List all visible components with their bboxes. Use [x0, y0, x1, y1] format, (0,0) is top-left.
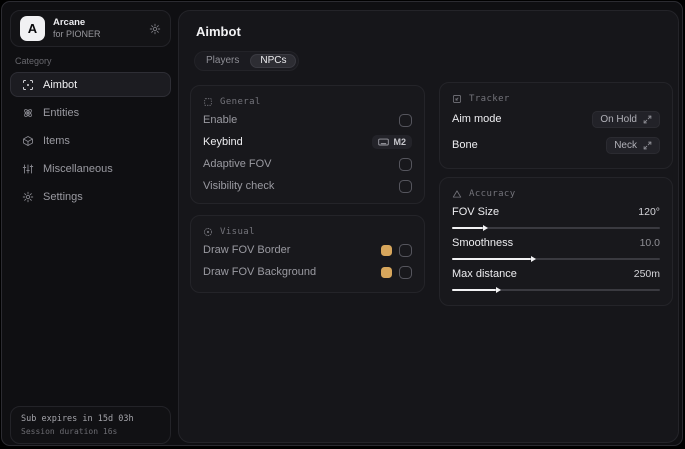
section-title: Visual [220, 227, 255, 237]
draw-fov-border-checkbox[interactable] [399, 243, 412, 257]
triangle-icon [452, 189, 462, 199]
sidebar-item-miscellaneous[interactable]: Miscellaneous [10, 156, 171, 181]
draw-fov-background-label: Draw FOV Background [203, 266, 317, 278]
bone-select[interactable]: Neck [606, 136, 660, 154]
bone-label: Bone [452, 139, 478, 151]
max-distance-label: Max distance [452, 268, 517, 280]
slider-fill [452, 257, 532, 260]
sidebar-item-items[interactable]: Items [10, 128, 171, 153]
smoothness-group: Smoothness 10.0 [452, 234, 660, 262]
keybind-label: Keybind [203, 136, 243, 148]
keyboard-icon [378, 138, 390, 146]
smoothness-label: Smoothness [452, 237, 514, 249]
keybind-button[interactable]: M2 [372, 135, 412, 149]
general-card: General Enable Keybind M2 [190, 85, 425, 204]
slider-fill [452, 288, 496, 291]
max-distance-slider[interactable] [452, 286, 660, 293]
smoothness-value: 10.0 [639, 237, 660, 249]
aim-mode-select[interactable]: On Hold [592, 110, 660, 128]
draw-fov-border-label: Draw FOV Border [203, 244, 291, 256]
box-arrow-icon [452, 94, 462, 104]
page-title: Aimbot [196, 24, 241, 39]
enable-checkbox[interactable] [399, 113, 412, 127]
app-name: Arcane [53, 16, 86, 28]
slider-fill [452, 226, 484, 229]
enable-label: Enable [203, 114, 238, 126]
tab-npcs[interactable]: NPCs [250, 54, 297, 68]
max-distance-value: 250m [633, 268, 660, 280]
sidebar-nav: Aimbot Entities Items [10, 72, 171, 212]
fov-background-color-swatch[interactable] [381, 266, 392, 278]
app-subtitle: for PIONER [53, 29, 101, 40]
main-panel: Aimbot Players NPCs General Enable Keybi… [178, 10, 679, 443]
fov-size-slider[interactable] [452, 224, 660, 231]
fov-border-color-swatch[interactable] [381, 244, 392, 256]
visibility-check-checkbox[interactable] [399, 179, 412, 193]
sidebar-item-label: Items [43, 134, 70, 147]
tracker-card: Tracker Aim mode On Hold Bone Neck [439, 82, 673, 169]
sliders-icon [22, 163, 34, 175]
expand-diagonal-icon [643, 115, 652, 124]
sidebar-item-label: Entities [43, 106, 80, 119]
adaptive-fov-checkbox[interactable] [399, 157, 412, 171]
max-distance-group: Max distance 250m [452, 265, 660, 293]
bone-value: Neck [614, 139, 637, 151]
box-icon [22, 135, 34, 147]
smoothness-slider[interactable] [452, 255, 660, 262]
expand-diagonal-icon [643, 141, 652, 150]
fov-size-value: 120° [638, 206, 660, 218]
section-title: Tracker [469, 94, 510, 104]
crosshair-scan-icon [22, 79, 34, 91]
adaptive-fov-label: Adaptive FOV [203, 158, 272, 170]
draw-fov-background-checkbox[interactable] [399, 265, 412, 279]
sidebar-item-label: Miscellaneous [43, 162, 113, 175]
sub-expiry-text: Sub expires in 15d 03h [21, 414, 134, 424]
sidebar-item-settings[interactable]: Settings [10, 184, 171, 209]
tab-players[interactable]: Players [206, 55, 240, 66]
aim-mode-label: Aim mode [452, 113, 502, 125]
subscription-card: Sub expires in 15d 03h Session duration … [10, 406, 171, 444]
gear-icon [22, 191, 34, 203]
session-duration-text: Session duration 16s [21, 427, 118, 436]
fov-size-group: FOV Size 120° [452, 203, 660, 231]
app-header-card: A Arcane for PIONER [10, 10, 171, 47]
keybind-value: M2 [393, 137, 406, 147]
section-title: Accuracy [469, 189, 516, 199]
accuracy-card: Accuracy FOV Size 120° Smoothness 10.0 [439, 177, 673, 306]
aperture-icon [203, 227, 213, 237]
visibility-check-label: Visibility check [203, 180, 275, 192]
sidebar-item-entities[interactable]: Entities [10, 100, 171, 125]
aim-mode-value: On Hold [600, 113, 637, 125]
target-tabs: Players NPCs [194, 51, 300, 71]
sidebar-item-label: Aimbot [43, 78, 78, 91]
visual-card: Visual Draw FOV Border Draw FOV Backgrou… [190, 215, 425, 293]
sidebar-item-aimbot[interactable]: Aimbot [10, 72, 171, 97]
sidebar-item-label: Settings [43, 190, 83, 203]
fov-size-label: FOV Size [452, 206, 500, 218]
dashed-square-icon [203, 97, 213, 107]
app-logo: A [20, 16, 45, 41]
atom-icon [22, 107, 34, 119]
gear-icon[interactable] [149, 23, 161, 35]
section-title: General [220, 97, 261, 107]
category-label: Category [15, 56, 52, 66]
